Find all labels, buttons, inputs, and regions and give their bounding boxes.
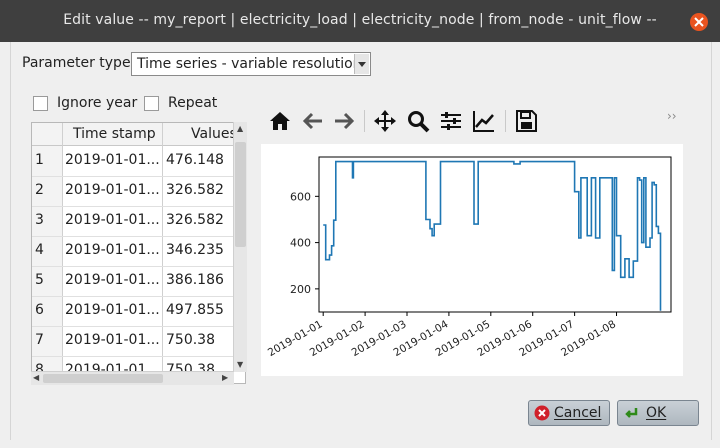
horizontal-scrollbar[interactable]: ◀ ▶ [31,371,234,385]
toolbar-separator [364,110,365,132]
table-row[interactable]: 6 2019-01-01... 497.855 [32,296,245,327]
scroll-thumb[interactable] [43,374,163,383]
header-values[interactable]: Values [191,126,237,142]
table-row[interactable]: 4 2019-01-01... 346.235 [32,236,245,267]
forward-icon[interactable] [331,108,357,134]
row-number: 1 [35,152,44,168]
time-stamp-cell[interactable]: 2019-01-01... [65,332,160,348]
value-cell[interactable]: 476.148 [166,152,224,168]
time-series-table[interactable]: Time stamp Values 1 2019-01-01... 476.148 2… [31,122,246,384]
checkbox-box[interactable] [33,96,48,111]
row-number: 2 [35,182,44,198]
repeat-label: Repeat [168,95,218,111]
cancel-label: Cancel [554,405,602,421]
value-cell[interactable]: 497.855 [166,302,224,318]
close-icon [694,17,704,27]
row-number: 4 [35,242,44,258]
ok-button[interactable]: OK [617,400,699,426]
header-time-stamp[interactable]: Time stamp [73,126,156,142]
column-divider [62,123,63,383]
dialog-body: Parameter type Time series - variable re… [10,42,712,440]
ignore-year-label: Ignore year [57,95,138,111]
ok-label: OK [646,405,667,421]
scroll-down-icon[interactable]: ▼ [237,360,244,369]
checkbox-box[interactable] [144,96,159,111]
parameter-type-label: Parameter type [22,55,131,71]
close-button[interactable] [690,13,708,31]
value-cell[interactable]: 326.582 [166,212,224,228]
value-cell[interactable]: 750.38 [166,332,215,348]
save-icon[interactable] [513,108,539,134]
home-icon[interactable] [267,108,293,134]
y-tick-label: 600 [290,190,311,203]
scroll-up-icon[interactable]: ▲ [237,124,244,133]
back-icon[interactable] [300,108,326,134]
value-cell[interactable]: 346.235 [166,242,224,258]
row-number: 3 [35,212,44,228]
row-number: 7 [35,332,44,348]
pan-icon[interactable] [372,108,398,134]
value-cell[interactable]: 326.582 [166,182,224,198]
ok-icon [625,408,638,418]
edit-axis-icon[interactable] [471,108,497,134]
chevron-down-icon[interactable] [354,54,369,74]
scroll-left-icon[interactable]: ◀ [33,373,40,382]
time-stamp-cell[interactable]: 2019-01-01... [65,212,160,228]
configure-icon[interactable] [438,108,464,134]
row-number: 6 [35,302,44,318]
series-line [323,160,662,311]
value-cell[interactable]: 386.186 [166,272,224,288]
column-divider [162,123,163,383]
window-title: Edit value -- my_report | electricity_lo… [63,12,657,28]
time-stamp-cell[interactable]: 2019-01-01... [65,242,160,258]
toolbar-separator [505,110,506,132]
titlebar: Edit value -- my_report | electricity_lo… [0,0,720,42]
time-stamp-cell[interactable]: 2019-01-01... [65,152,160,168]
plot-area [318,156,672,313]
y-tick-label: 400 [290,237,311,250]
plot-toolbar [267,106,687,136]
table-row[interactable]: 3 2019-01-01... 326.582 [32,206,245,237]
y-tick-label: 200 [290,283,311,296]
table-header: Time stamp Values [32,123,245,146]
time-stamp-cell[interactable]: 2019-01-01... [65,302,160,318]
chart-svg: 2004006002019-01-012019-01-022019-01-032… [266,156,672,359]
more-icon[interactable]: ›› [667,109,677,123]
table-row[interactable]: 5 2019-01-01... 386.186 [32,266,245,297]
cancel-button[interactable]: Cancel [528,400,610,426]
cancel-icon [534,405,550,421]
time-stamp-cell[interactable]: 2019-01-01... [65,272,160,288]
vertical-scrollbar[interactable]: ▲ ▼ [233,122,247,372]
time-stamp-cell[interactable]: 2019-01-01... [65,182,160,198]
zoom-icon[interactable] [405,108,431,134]
table-row[interactable]: 1 2019-01-01... 476.148 [32,146,245,177]
scroll-right-icon[interactable]: ▶ [222,373,229,382]
table-row[interactable]: 7 2019-01-01... 750.38 [32,326,245,357]
table-row[interactable]: 2 2019-01-01... 326.582 [32,176,245,207]
time-series-plot[interactable]: 200 400 600 2019-01-01 2019-01-02 2019-01-03 2… [261,144,683,376]
row-number: 8 [35,362,44,378]
row-number: 5 [35,272,44,288]
parameter-type-select[interactable]: Time series - variable resolution [131,52,371,76]
scroll-thumb[interactable] [235,142,246,247]
parameter-type-value: Time series - variable resolution [137,56,362,72]
